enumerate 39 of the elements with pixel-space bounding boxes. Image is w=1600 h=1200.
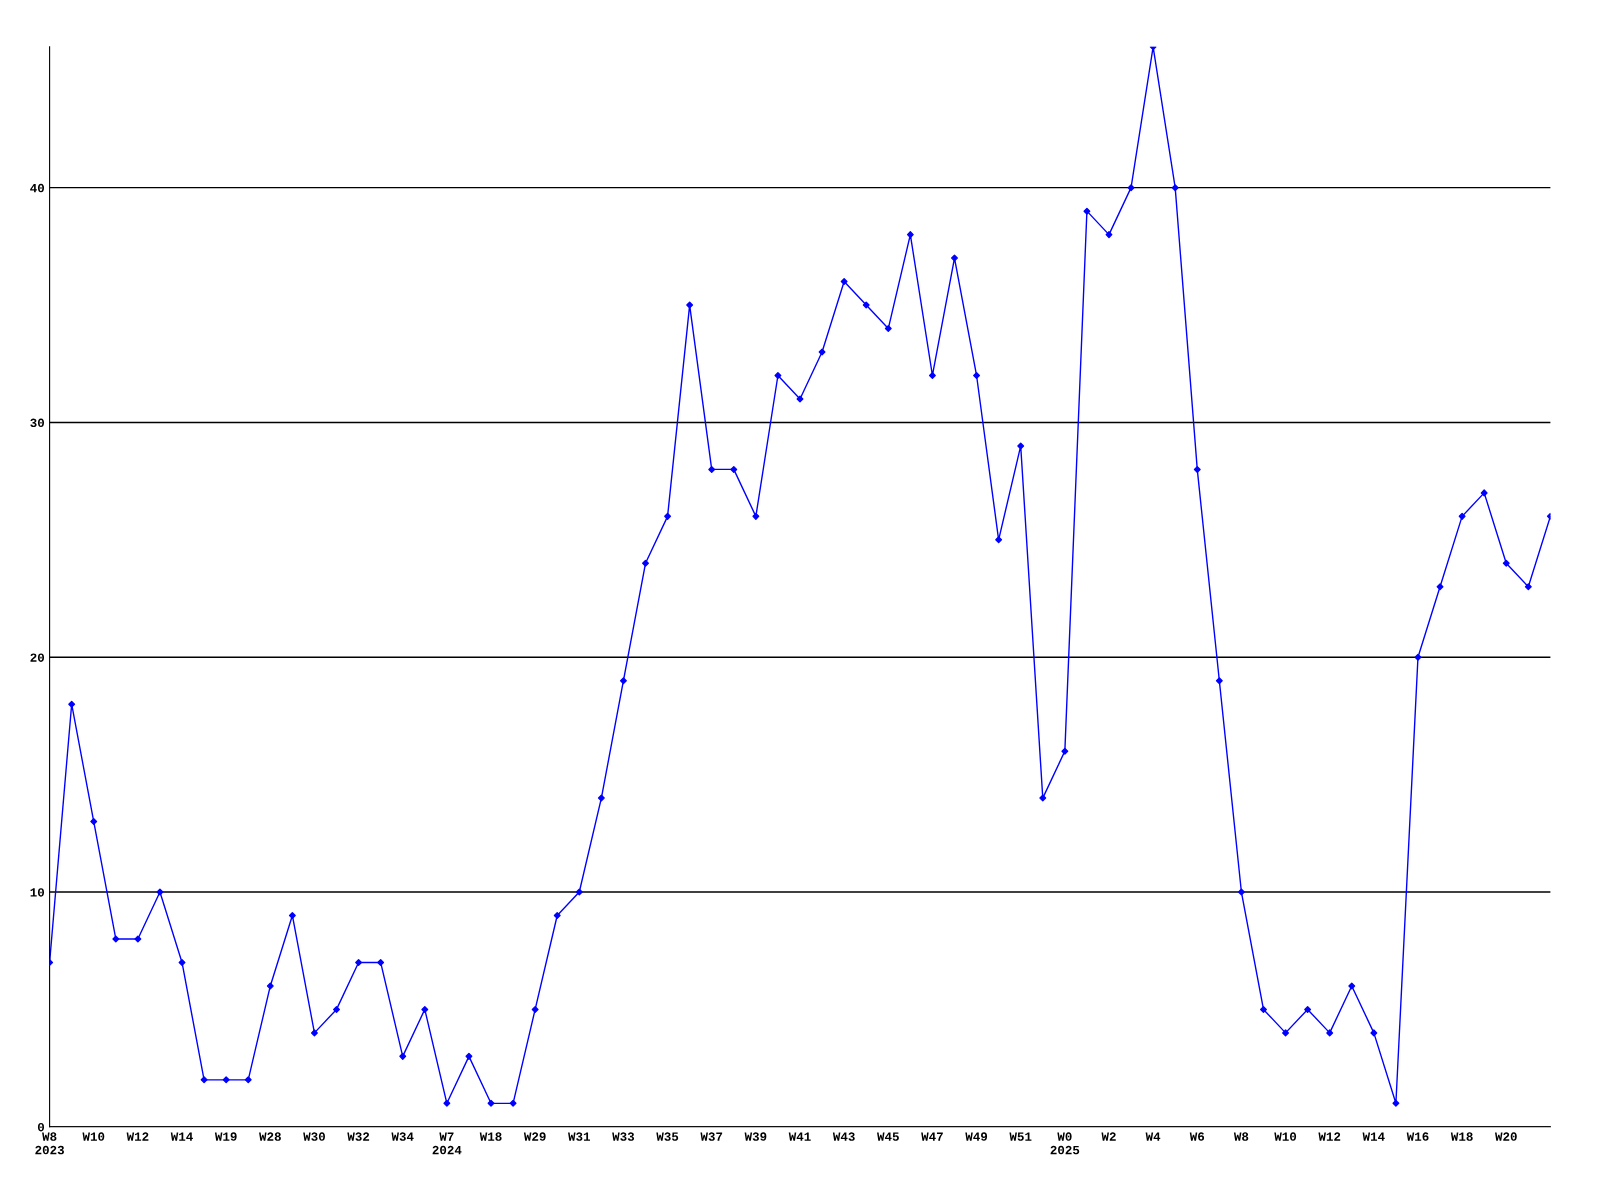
- x-tick-label: W43: [832, 1132, 855, 1141]
- x-tick-label: W8: [1233, 1132, 1249, 1141]
- x-tick-label: W4: [1145, 1132, 1161, 1141]
- x-tick-label: W16: [1406, 1132, 1429, 1141]
- x-tick-label: W51: [1009, 1132, 1032, 1141]
- x-tick-label: W33: [612, 1132, 635, 1141]
- x-tick-label: W39: [744, 1132, 767, 1141]
- x-tick-label: W8 2023: [35, 1132, 64, 1155]
- y-tick-label: 0: [37, 1122, 45, 1132]
- y-tick-label: 30: [30, 418, 45, 428]
- x-tick-label: W12: [126, 1132, 149, 1141]
- x-tick-label: W47: [921, 1132, 943, 1141]
- x-tick-label: W19: [214, 1132, 237, 1141]
- x-tick-label: W0 2025: [1050, 1132, 1080, 1155]
- x-tick-label: W6: [1189, 1132, 1205, 1141]
- x-tick-label: W41: [788, 1132, 811, 1141]
- y-tick-label: 10: [30, 888, 45, 897]
- x-tick-label: W28: [259, 1132, 281, 1141]
- y-tick-label: 20: [30, 653, 45, 662]
- x-tick-label: W7 2024: [432, 1132, 462, 1155]
- x-tick-label: W18: [1450, 1132, 1473, 1141]
- x-tick-label: W37: [700, 1132, 723, 1141]
- x-tick-label: W31: [568, 1132, 591, 1141]
- x-tick-label: W32: [347, 1132, 370, 1141]
- x-tick-label: W30: [303, 1132, 325, 1141]
- x-tick-label: W10: [82, 1132, 105, 1141]
- x-tick-label: W12: [1318, 1132, 1341, 1141]
- x-tick-label: W29: [523, 1132, 546, 1141]
- x-tick-label: W2: [1101, 1132, 1116, 1141]
- x-tick-label: W20: [1495, 1132, 1517, 1141]
- x-tick-label: W10: [1274, 1132, 1297, 1141]
- x-tick-label: W18: [479, 1132, 502, 1141]
- x-tick-label: W35: [656, 1132, 679, 1141]
- x-tick-label: W14: [170, 1132, 193, 1141]
- x-tick-label: W49: [965, 1132, 988, 1141]
- x-tick-label: W45: [877, 1132, 899, 1141]
- x-tick-label: W34: [391, 1132, 414, 1141]
- y-tick-label: 40: [30, 183, 45, 193]
- x-tick-label: W14: [1362, 1132, 1385, 1141]
